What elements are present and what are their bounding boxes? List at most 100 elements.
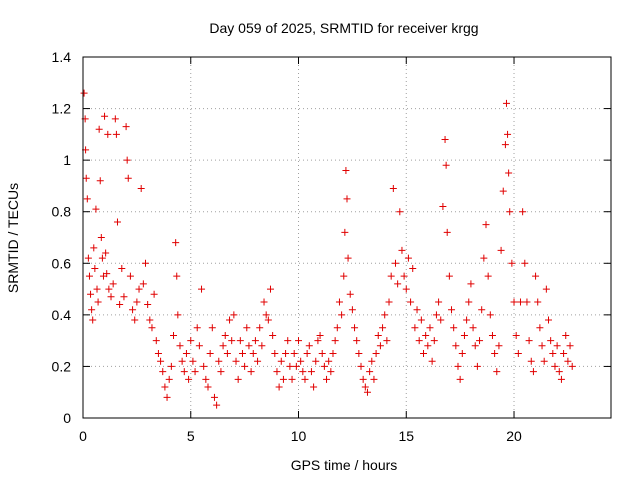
y-axis-label: SRMTID / TECUs	[5, 183, 21, 293]
data-points	[80, 89, 576, 409]
data-point	[191, 368, 199, 376]
data-point	[510, 298, 518, 306]
data-point	[249, 350, 257, 358]
data-point	[381, 311, 389, 319]
data-point	[355, 350, 363, 358]
data-point	[254, 357, 262, 365]
data-point	[331, 337, 339, 345]
data-point	[409, 264, 417, 272]
x-axis-label: GPS time / hours	[291, 457, 398, 473]
data-point	[469, 324, 477, 332]
data-point	[87, 290, 95, 298]
data-point	[236, 337, 244, 345]
data-point	[342, 166, 350, 174]
data-point	[204, 383, 212, 391]
data-point	[351, 324, 359, 332]
data-point	[221, 331, 229, 339]
data-point	[111, 115, 119, 123]
data-point	[120, 293, 128, 301]
data-point	[568, 362, 576, 370]
y-tick-label: 0.6	[52, 255, 72, 271]
data-point	[198, 285, 206, 293]
data-point	[430, 337, 438, 345]
data-point	[473, 362, 481, 370]
data-point	[82, 174, 90, 182]
data-point	[172, 239, 180, 247]
data-point	[116, 301, 124, 309]
data-point	[333, 324, 341, 332]
data-point	[361, 383, 369, 391]
data-point	[514, 350, 522, 358]
data-point	[269, 331, 277, 339]
data-point	[91, 264, 99, 272]
plot-border	[82, 56, 612, 419]
data-point	[251, 337, 259, 345]
data-point	[241, 362, 249, 370]
data-point	[456, 375, 464, 383]
y-tick-label: 1	[63, 152, 71, 168]
data-point	[323, 375, 331, 383]
data-point	[206, 350, 214, 358]
data-point	[508, 259, 516, 267]
x-tick-label: 0	[79, 428, 87, 444]
data-point	[512, 331, 520, 339]
data-point	[553, 342, 561, 350]
data-point	[560, 350, 568, 358]
data-point	[126, 272, 134, 280]
data-point	[282, 350, 290, 358]
data-point	[228, 337, 236, 345]
data-point	[426, 324, 434, 332]
data-point	[450, 324, 458, 332]
data-point	[519, 208, 527, 216]
data-point	[400, 272, 408, 280]
data-point	[232, 357, 240, 365]
data-point	[540, 357, 548, 365]
data-point	[389, 185, 397, 193]
chart-title: Day 059 of 2025, SRMTID for receiver krg…	[209, 20, 478, 36]
data-point	[420, 350, 428, 358]
data-point	[325, 357, 333, 365]
axis-ticks	[82, 56, 611, 419]
data-point	[437, 316, 445, 324]
data-point	[499, 187, 507, 195]
y-tick-label: 1.2	[52, 101, 72, 117]
data-point	[157, 357, 165, 365]
data-point	[435, 298, 443, 306]
data-point	[310, 383, 318, 391]
data-point	[146, 316, 154, 324]
data-point	[566, 342, 574, 350]
data-point	[396, 208, 404, 216]
data-point	[219, 342, 227, 350]
data-point	[441, 136, 449, 144]
data-point	[101, 112, 109, 120]
data-point	[135, 285, 143, 293]
data-point	[366, 368, 374, 376]
data-point	[316, 331, 324, 339]
data-point	[148, 324, 156, 332]
data-point	[523, 298, 531, 306]
data-point	[96, 177, 104, 185]
y-tick-label: 1.4	[52, 49, 72, 65]
y-tick-label: 0.8	[52, 204, 72, 220]
data-point	[374, 331, 382, 339]
data-point	[404, 254, 412, 262]
data-point	[129, 306, 137, 314]
data-point	[215, 357, 223, 365]
data-point	[247, 368, 255, 376]
data-point	[370, 375, 378, 383]
data-point	[150, 290, 158, 298]
data-point	[463, 316, 471, 324]
data-point	[454, 362, 462, 370]
data-point	[516, 298, 524, 306]
data-point	[432, 311, 440, 319]
data-point	[346, 290, 354, 298]
data-point	[113, 218, 121, 226]
data-point	[502, 99, 510, 107]
data-point	[89, 316, 97, 324]
x-tick-label: 5	[187, 428, 195, 444]
data-point	[344, 254, 352, 262]
data-point	[445, 272, 453, 280]
data-point	[243, 324, 251, 332]
data-point	[471, 342, 479, 350]
data-point	[123, 156, 131, 164]
